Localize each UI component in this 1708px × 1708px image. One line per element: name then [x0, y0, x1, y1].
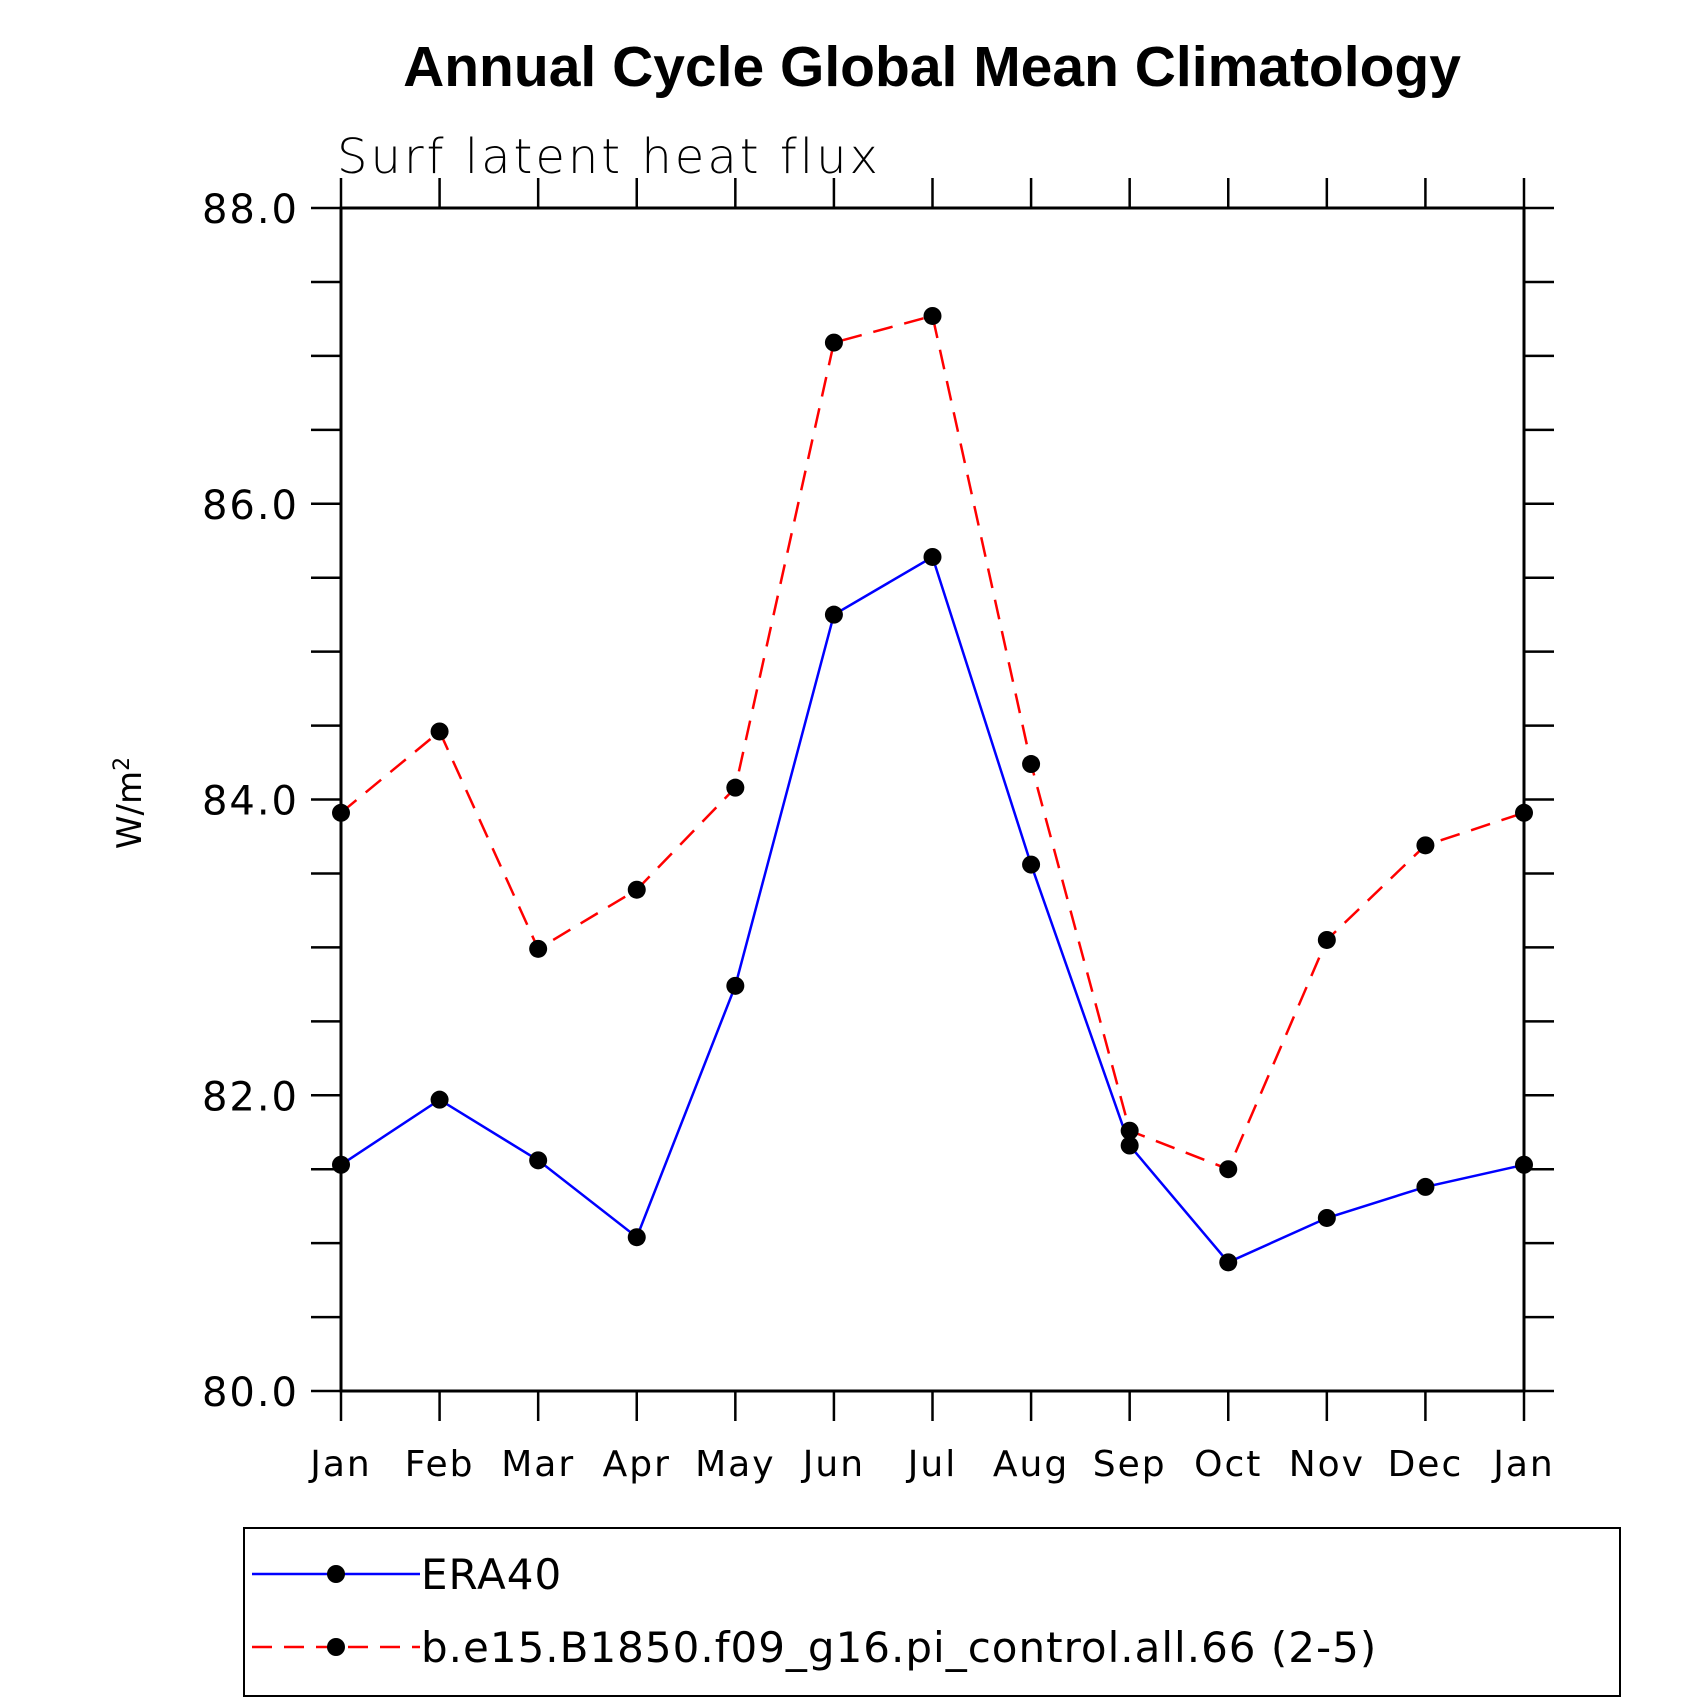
y-axis-label-text: W/m: [110, 771, 150, 849]
legend: ERA40 b.e15.B1850.f09_g16.pi_control.all…: [243, 1527, 1621, 1697]
y-tick-label: 86.0: [202, 483, 299, 529]
legend-label-era40: ERA40: [421, 1550, 562, 1599]
x-tick-label: Oct: [1194, 1444, 1262, 1485]
x-tick-label: Jul: [906, 1444, 957, 1485]
data-point: [824, 605, 843, 624]
legend-marker-model: [327, 1638, 345, 1656]
data-point: [529, 939, 548, 958]
y-axis-ticks: [311, 206, 1554, 1393]
data-point: [923, 306, 942, 325]
y-tick-label: 88.0: [202, 187, 299, 233]
data-point: [332, 1155, 350, 1174]
data-point: [1219, 1160, 1238, 1179]
legend-label-model: b.e15.B1850.f09_g16.pi_control.all.66 (2…: [421, 1623, 1377, 1672]
legend-marker-era40: [327, 1565, 345, 1583]
x-tick-label: Dec: [1388, 1444, 1464, 1485]
y-axis-label-superscript: 2: [110, 757, 135, 771]
data-point: [1219, 1253, 1238, 1272]
data-point: [726, 778, 745, 797]
data-point: [1120, 1121, 1139, 1140]
y-tick-label: 82.0: [202, 1074, 299, 1120]
data-point: [726, 976, 745, 995]
data-point: [430, 722, 449, 741]
x-tick-label: Jun: [801, 1444, 865, 1485]
y-tick-label: 84.0: [202, 779, 299, 825]
data-point: [923, 547, 942, 566]
data-point: [1416, 1177, 1435, 1196]
data-point: [430, 1090, 449, 1109]
x-tick-label: Apr: [603, 1444, 671, 1485]
data-point: [529, 1151, 548, 1170]
data-point: [824, 333, 843, 352]
data-point: [1515, 1155, 1533, 1174]
x-tick-label: Aug: [993, 1444, 1069, 1485]
x-axis-ticks: [339, 178, 1526, 1421]
x-tick-label: Mar: [501, 1444, 575, 1485]
series-layer: [332, 306, 1533, 1272]
data-point: [1022, 755, 1041, 774]
x-tick-label: Feb: [405, 1444, 475, 1485]
x-tick-label: Jan: [308, 1444, 372, 1485]
legend-box: [243, 1527, 1621, 1697]
plot-frame: [339, 206, 1526, 1393]
data-point: [1317, 930, 1336, 949]
data-point: [332, 803, 350, 822]
y-tick-label: 80.0: [202, 1370, 299, 1416]
x-tick-label: Jan: [1491, 1444, 1555, 1485]
data-point: [1317, 1208, 1336, 1227]
series-0: [332, 547, 1533, 1272]
series-line: [340, 555, 1525, 1264]
data-point: [627, 880, 646, 899]
svg-text:W/m2: W/m2: [110, 757, 151, 849]
data-point: [1022, 855, 1041, 874]
series-line: [340, 314, 1525, 1171]
chart-subtitle: Surf latent heat flux: [337, 129, 881, 185]
x-tick-label: Sep: [1093, 1444, 1167, 1485]
data-point: [1120, 1136, 1139, 1155]
y-axis-tick-labels: 80.0 82.0 84.0 86.0 88.0: [202, 187, 299, 1416]
data-point: [627, 1228, 646, 1247]
series-1: [332, 306, 1533, 1179]
data-point: [1416, 836, 1435, 855]
y-axis-label: W/m2: [110, 757, 151, 849]
chart-title: Annual Cycle Global Mean Climatology: [403, 35, 1461, 99]
x-axis-tick-labels: Jan Feb Mar Apr May Jun Jul Aug Sep Oct Nov Dec Jan: [308, 1444, 1555, 1485]
x-tick-label: May: [695, 1444, 775, 1485]
data-point: [1515, 803, 1533, 822]
x-tick-label: Nov: [1289, 1444, 1365, 1485]
